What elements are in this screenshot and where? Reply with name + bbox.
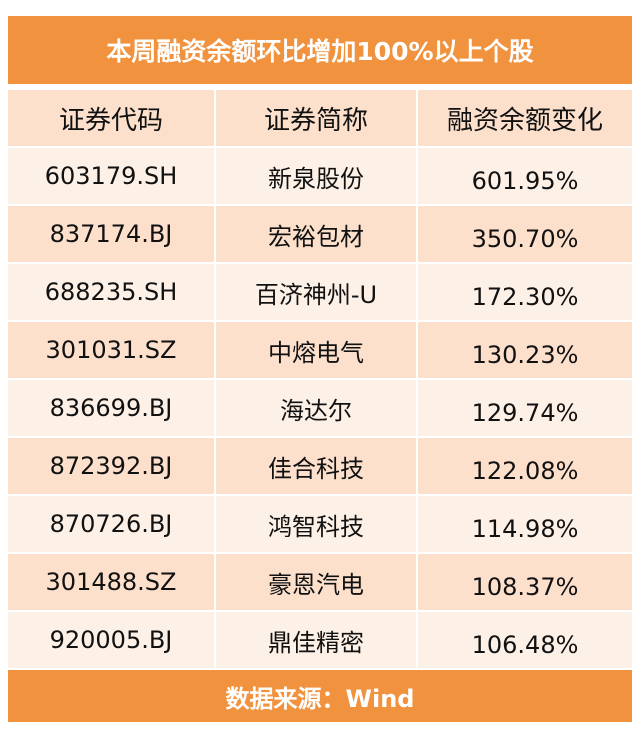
- table-title: 本周融资余额环比增加100%以上个股: [8, 16, 632, 84]
- table-row: 603179.SH 新泉股份 601.95%: [8, 148, 632, 206]
- cell-change: 108.37%: [418, 554, 632, 612]
- data-table: 证券代码 证券简称 融资余额变化 603179.SH 新泉股份 601.95% …: [8, 90, 632, 670]
- cell-name: 鼎佳精密: [216, 612, 418, 670]
- cell-change: 129.74%: [418, 380, 632, 438]
- cell-code: 603179.SH: [8, 148, 216, 206]
- cell-name: 宏裕包材: [216, 206, 418, 264]
- table-row: 301031.SZ 中熔电气 130.23%: [8, 322, 632, 380]
- cell-code: 920005.BJ: [8, 612, 216, 670]
- header-change: 融资余额变化: [418, 90, 632, 148]
- cell-name: 海达尔: [216, 380, 418, 438]
- table-row: 920005.BJ 鼎佳精密 106.48%: [8, 612, 632, 670]
- cell-name: 新泉股份: [216, 148, 418, 206]
- cell-name: 鸿智科技: [216, 496, 418, 554]
- cell-code: 837174.BJ: [8, 206, 216, 264]
- cell-code: 301031.SZ: [8, 322, 216, 380]
- table-row: 870726.BJ 鸿智科技 114.98%: [8, 496, 632, 554]
- cell-name: 中熔电气: [216, 322, 418, 380]
- cell-code: 870726.BJ: [8, 496, 216, 554]
- header-code: 证券代码: [8, 90, 216, 148]
- cell-name: 佳合科技: [216, 438, 418, 496]
- cell-code: 836699.BJ: [8, 380, 216, 438]
- header-name: 证券简称: [216, 90, 418, 148]
- cell-name: 豪恩汽电: [216, 554, 418, 612]
- source-footer: 数据来源：Wind: [8, 670, 632, 722]
- table-header-row: 证券代码 证券简称 融资余额变化: [8, 90, 632, 148]
- cell-name: 百济神州-U: [216, 264, 418, 322]
- table-row: 301488.SZ 豪恩汽电 108.37%: [8, 554, 632, 612]
- cell-change: 601.95%: [418, 148, 632, 206]
- cell-change: 172.30%: [418, 264, 632, 322]
- cell-code: 688235.SH: [8, 264, 216, 322]
- cell-change: 122.08%: [418, 438, 632, 496]
- cell-change: 114.98%: [418, 496, 632, 554]
- cell-change: 130.23%: [418, 322, 632, 380]
- table-row: 836699.BJ 海达尔 129.74%: [8, 380, 632, 438]
- cell-change: 350.70%: [418, 206, 632, 264]
- cell-change: 106.48%: [418, 612, 632, 670]
- table-row: 688235.SH 百济神州-U 172.30%: [8, 264, 632, 322]
- table-row: 837174.BJ 宏裕包材 350.70%: [8, 206, 632, 264]
- cell-code: 301488.SZ: [8, 554, 216, 612]
- table-row: 872392.BJ 佳合科技 122.08%: [8, 438, 632, 496]
- cell-code: 872392.BJ: [8, 438, 216, 496]
